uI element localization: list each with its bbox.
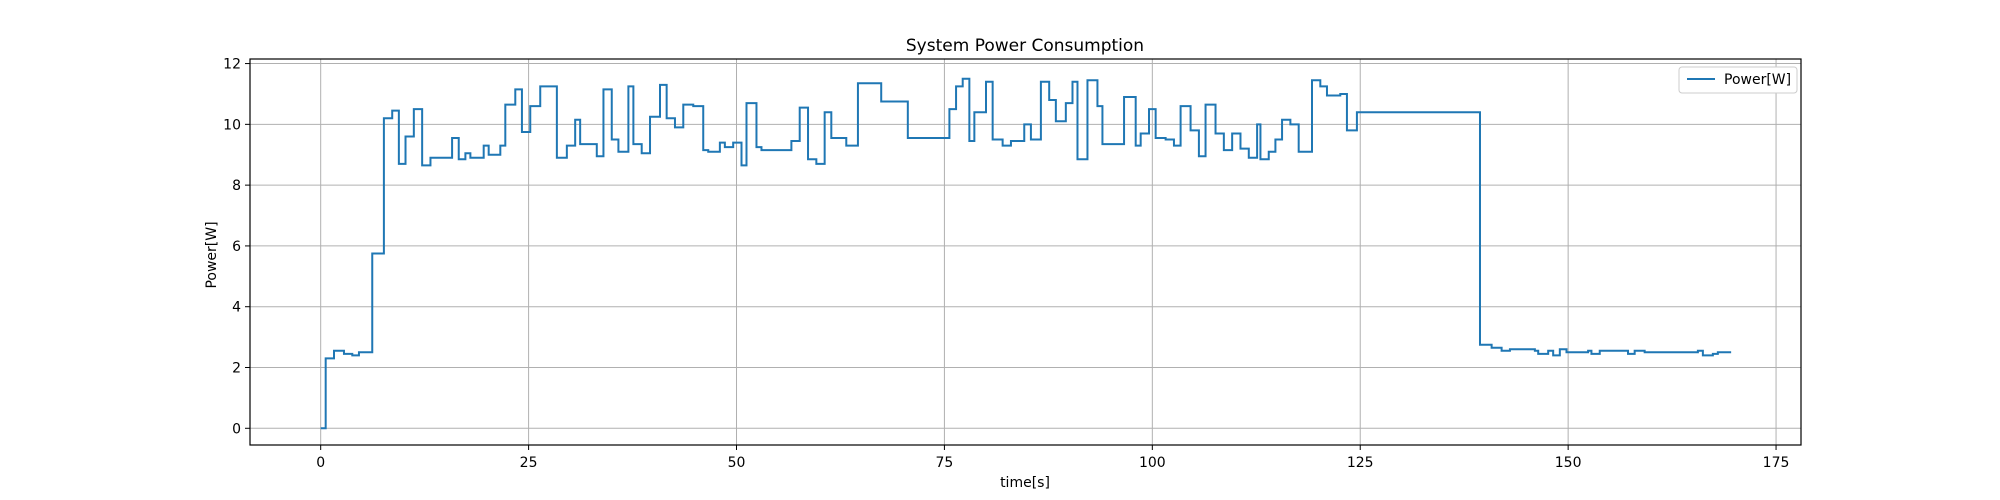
power-series-line: [320, 77, 1732, 430]
legend: Power[W]: [1678, 66, 1798, 94]
x-tick-label: 25: [520, 455, 538, 471]
x-axis-label: time[s]: [1000, 475, 1050, 491]
x-tick-label: 100: [1139, 455, 1166, 471]
x-tick-label: 75: [936, 455, 954, 471]
chart-title: System Power Consumption: [906, 36, 1144, 56]
x-tick-label: 0: [316, 455, 325, 471]
y-tick-label: 2: [232, 360, 241, 376]
legend-label: Power[W]: [1724, 72, 1791, 88]
x-tick-label: 150: [1555, 455, 1582, 471]
plot-frame: [249, 58, 1802, 446]
y-tick-label: 12: [223, 57, 241, 73]
y-tick-label: 10: [223, 117, 241, 133]
y-tick-label: 6: [232, 239, 241, 255]
y-axis-label: Power[W]: [204, 221, 220, 288]
x-tick-label: 50: [728, 455, 746, 471]
y-tick-label: 0: [232, 421, 241, 437]
y-tick-label: 4: [232, 300, 241, 316]
y-tick-label: 8: [232, 178, 241, 194]
x-tick-label: 175: [1763, 455, 1790, 471]
series-group: [320, 77, 1732, 430]
x-tick-label: 125: [1347, 455, 1374, 471]
axis-ticks: 0 25 50 75 100 125 150 175 0 2 4 6 8 10 12: [223, 57, 1789, 471]
legend-box: [1678, 66, 1798, 94]
